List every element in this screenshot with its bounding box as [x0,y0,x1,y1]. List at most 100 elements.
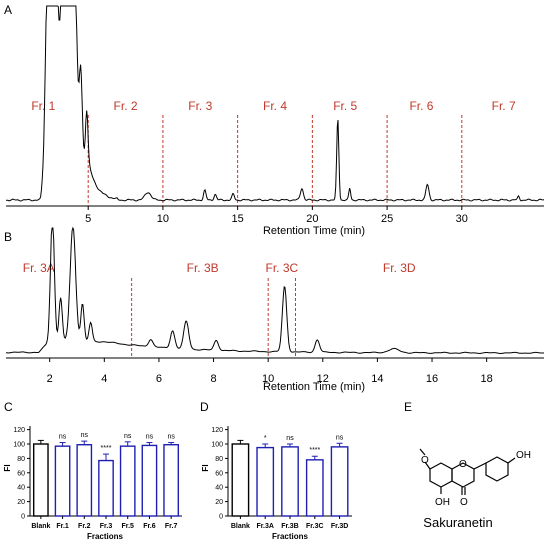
bar-chart-d-y-tick-label: 0 [219,514,223,521]
bar-chart-c-bar [32,443,49,517]
bar-chart-d-category-label: Fr.3B [281,523,299,530]
bar-chart-c-y-tick-label: 40 [17,485,25,492]
chromatogram-b-tick-label: 2 [47,373,53,385]
panel-letter-e: E [404,400,412,414]
chromatogram-a-fraction-label: Fr. 5 [333,99,357,113]
bar-chart-c-category-label: Fr.2 [78,523,91,530]
methoxy-bond [424,461,431,470]
panel-letter-d: D [200,400,209,414]
chromatogram-a-tick-label: 25 [381,213,393,225]
chromatogram-b-tick-label: 18 [481,373,493,385]
bar-chart-d-y-tick-label: 40 [215,485,223,492]
bar-chart-d-category-label: Blank [231,523,250,530]
bar-chart-c-category-label: Fr.7 [165,523,178,530]
bar-chart-c-x-axis-title: Fractions [87,532,124,541]
chromatogram-b-fraction-label: Fr. 3A [23,261,55,275]
chromatogram-a-fraction-label: Fr. 7 [492,99,516,113]
bar-chart-c-y-tick-label: 120 [13,427,25,434]
bar-chart-d-bar [305,459,324,517]
bar-chart-c-category-label: Fr.1 [56,523,69,530]
bar-chart-c-category-label: Fr.6 [143,523,156,530]
chromatogram-a-fraction-label: Fr. 1 [31,99,55,113]
bar-chart-c-significance-label: ns [81,432,89,439]
bar-chart-c-significance-label: ns [146,434,154,441]
bar-chart-c-significance-label: ns [124,433,132,440]
chromatogram-b-tick-label: 6 [156,373,162,385]
chromatogram-a-tick-label: 30 [456,213,468,225]
bar-chart-c-bar [54,445,71,517]
chromatogram-b-tick-label: 14 [371,373,383,385]
hydroxy-bond-top [507,457,516,464]
bar-chart-c-y-tick-label: 60 [17,470,25,477]
chromatogram-a-tick-label: 20 [306,213,318,225]
aryl-bond [473,462,487,470]
chromatogram-a: Retention Time (min) 5 10 15 20 25 30 Fr. 1 Fr.… [6,5,545,237]
bar-chart-d-significance-label: ns [286,435,294,442]
ring-b [485,456,509,482]
bar-chart-d-y-tick-label: 100 [211,442,223,449]
bar-chart-d-y-axis-title: FI [201,464,210,471]
bar-chart-c-y-tick-label: 20 [17,499,25,506]
chromatogram-a-tick-label: 15 [232,213,244,225]
chromatogram-b-tick-label: 10 [262,373,274,385]
chromatogram-b-tick-label: 8 [210,373,216,385]
compound-name: Sakuranetin [423,515,492,530]
chromatogram-b-x-axis-title: Retention Time (min) [263,381,365,393]
bar-chart-d-x-axis-title: Fractions [272,532,309,541]
bar-chart-c-category-label: Blank [31,523,50,530]
oh-top-label: OH [516,450,531,461]
chromatogram-b-tick-label: 4 [101,373,107,385]
chromatogram-b-fraction-label: Fr. 3C [265,261,298,275]
chromatogram-b-trace [5,226,545,355]
bar-chart-d-bar [231,443,250,517]
bar-chart-d-bar [256,446,275,517]
panel-letter-a: A [4,3,12,17]
bar-chart-c-bar [119,445,136,517]
chromatogram-a-fraction-label: Fr. 3 [188,99,212,113]
chromatogram-a-trace [6,5,545,202]
bar-chart-d-y-tick-label: 120 [211,427,223,434]
bar-chart-d-bar [281,446,299,517]
chromatogram-b-fraction-label: Fr. 3D [383,261,416,275]
bar-chart-c-y-axis-title: FI [3,464,12,471]
sakuranetin-atoms: OH O O O OH [421,450,531,508]
bar-chart-c-bar [163,444,180,517]
bar-chart-d-y-tick-label: 80 [215,456,223,463]
ring-a [429,462,453,488]
panel-letter-b: B [4,230,12,244]
bar-chart-c-significance-label: ns [59,434,67,441]
chromatogram-b-tick-label: 16 [426,373,438,385]
bar-chart-c-bar [76,444,93,517]
bar-chart-d-y-tick-label: 60 [215,470,223,477]
oh-bottom-label: OH [435,497,450,508]
bar-chart-c-bar [141,444,158,517]
bar-chart-c-category-label: Fr.3 [100,523,113,530]
methyl-bond [419,448,426,456]
bar-chart-c: FI Fractions 0 20 40 60 80 100 120 Blank Fr.1 ns F… [3,426,182,541]
bar-chart-d-category-label: Fr.3A [256,523,274,530]
panel-letter-c: C [4,400,13,414]
bar-chart-c-significance-label: **** [101,445,112,452]
chromatogram-a-fraction-label: Fr. 6 [409,99,433,113]
ring-oxygen-label: O [459,459,467,470]
bar-chart-c-category-label: Fr.5 [121,523,134,530]
bar-chart-d-significance-label: **** [309,447,320,454]
bar-chart-d-category-label: Fr.3D [331,523,349,530]
bar-chart-c-y-tick-label: 100 [13,442,25,449]
bar-chart-d-category-label: Fr.3C [306,523,324,530]
ketone-oxygen-label: O [460,497,468,508]
bar-chart-c-significance-label: ns [167,434,175,441]
bar-chart-d-y-tick-label: 20 [215,499,223,506]
bar-chart-c-y-tick-label: 0 [21,514,25,521]
bar-chart-d-bar [330,446,349,517]
chromatogram-a-tick-label: 5 [85,213,91,225]
ring-c [451,462,475,488]
sakuranetin-structure [419,448,516,495]
bar-chart-c-y-tick-label: 80 [17,456,25,463]
chromatogram-b-fraction-label: Fr. 3B [187,261,219,275]
chromatogram-a-tick-label: 10 [157,213,169,225]
chromatogram-a-fraction-label: Fr. 2 [114,99,138,113]
bar-chart-c-bar [98,459,114,517]
bar-chart-d-significance-label: * [264,435,267,442]
